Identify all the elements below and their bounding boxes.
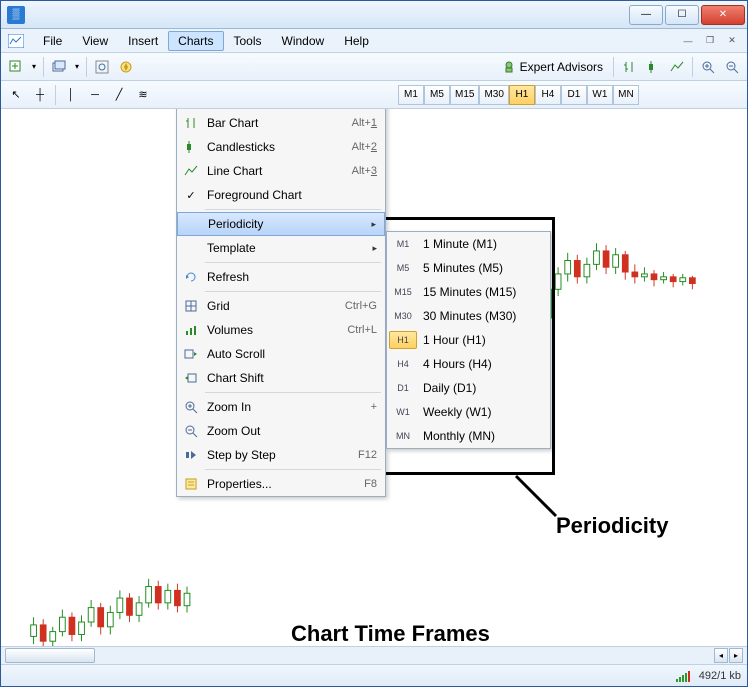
app-icon (7, 6, 25, 24)
zoom-out-button[interactable] (721, 56, 743, 78)
menu-bar-chart[interactable]: Bar ChartAlt+1 (177, 111, 385, 135)
scroll-right-button[interactable]: ▸ (729, 648, 743, 663)
periodicity-mn[interactable]: MNMonthly (MN) (387, 424, 550, 448)
callout-periodicity-label: Periodicity (556, 513, 668, 539)
menu-periodicity[interactable]: Periodicity▸ (177, 212, 385, 236)
menu-view[interactable]: View (72, 31, 118, 51)
menubar-app-icon (7, 33, 25, 49)
timeframe-h4-button[interactable]: H4 (535, 85, 561, 105)
menu-insert[interactable]: Insert (118, 31, 168, 51)
periodicity-d1[interactable]: D1Daily (D1) (387, 376, 550, 400)
periodicity-submenu: M11 Minute (M1)M55 Minutes (M5)M1515 Min… (386, 231, 551, 449)
menu-template[interactable]: Template▸ (177, 236, 385, 260)
timeframe-m1-button[interactable]: M1 (398, 85, 424, 105)
maximize-button[interactable]: ☐ (665, 5, 699, 25)
connection-bars-icon (676, 670, 693, 682)
scroll-left-button[interactable]: ◂ (714, 648, 728, 663)
toolbar-drawing: ↖ ┼ │ ─ ╱ ≋ M1M5M15M30H1H4D1W1MN (1, 81, 747, 109)
menu-chart-shift[interactable]: Chart Shift (177, 366, 385, 390)
periodicity-m5[interactable]: M55 Minutes (M5) (387, 256, 550, 280)
mdi-restore-button[interactable]: ❐ (701, 33, 719, 49)
zoom-in-button[interactable] (697, 56, 719, 78)
channel-button[interactable]: ≋ (132, 84, 154, 106)
menu-properties[interactable]: Properties...F8 (177, 472, 385, 496)
toolbar-main: ▾ ▾ Expert Advisors (1, 53, 747, 81)
menu-zoom-out[interactable]: Zoom Out (177, 419, 385, 443)
menu-volumes[interactable]: VolumesCtrl+L (177, 318, 385, 342)
periodicity-m1[interactable]: M11 Minute (M1) (387, 232, 550, 256)
menu-candlesticks[interactable]: CandlesticksAlt+2 (177, 135, 385, 159)
mdi-minimize-button[interactable]: — (679, 33, 697, 49)
menu-zoom-in[interactable]: Zoom In+ (177, 395, 385, 419)
line-chart-button[interactable] (666, 56, 688, 78)
menu-tools[interactable]: Tools (224, 31, 272, 51)
bar-chart-button[interactable] (618, 56, 640, 78)
profiles-button[interactable] (48, 56, 70, 78)
menu-step-by-step[interactable]: Step by StepF12 (177, 443, 385, 467)
charts-menu-dropdown: Indicators ListCtrl+I Objects▸ Bar Chart… (176, 109, 386, 497)
menubar: FileViewInsertChartsToolsWindowHelp — ❐ … (1, 29, 747, 53)
crosshair-button[interactable]: ┼ (29, 84, 51, 106)
navigator-button[interactable] (115, 56, 137, 78)
close-button[interactable]: ✕ (701, 5, 745, 25)
timeframe-mn-button[interactable]: MN (613, 85, 639, 105)
menu-refresh[interactable]: Refresh (177, 265, 385, 289)
titlebar: — ☐ ✕ (1, 1, 747, 29)
periodicity-m15[interactable]: M1515 Minutes (M15) (387, 280, 550, 304)
periodicity-h4[interactable]: H44 Hours (H4) (387, 352, 550, 376)
periodicity-w1[interactable]: W1Weekly (W1) (387, 400, 550, 424)
menu-grid[interactable]: GridCtrl+G (177, 294, 385, 318)
menu-foreground-chart[interactable]: ✓Foreground Chart (177, 183, 385, 207)
periodicity-m30[interactable]: M3030 Minutes (M30) (387, 304, 550, 328)
timeframe-m5-button[interactable]: M5 (424, 85, 450, 105)
menu-window[interactable]: Window (272, 31, 335, 51)
hline-button[interactable]: ─ (84, 84, 106, 106)
timeframe-d1-button[interactable]: D1 (561, 85, 587, 105)
timeframe-m15-button[interactable]: M15 (450, 85, 479, 105)
statusbar: 492/1 kb (1, 664, 747, 686)
menu-charts[interactable]: Charts (168, 31, 223, 51)
periodicity-h1[interactable]: H11 Hour (H1) (387, 328, 550, 352)
market-watch-button[interactable] (91, 56, 113, 78)
callout-chart-time-frames-label: Chart Time Frames (291, 621, 490, 646)
menu-line-chart[interactable]: Line ChartAlt+3 (177, 159, 385, 183)
timeframe-m30-button[interactable]: M30 (479, 85, 508, 105)
new-chart-dropdown[interactable]: ▾ (29, 56, 39, 78)
connection-status-label: 492/1 kb (699, 670, 741, 682)
menu-help[interactable]: Help (334, 31, 379, 51)
mdi-close-button[interactable]: ✕ (723, 33, 741, 49)
candlestick-button[interactable] (642, 56, 664, 78)
trendline-button[interactable]: ╱ (108, 84, 130, 106)
timeframe-w1-button[interactable]: W1 (587, 85, 613, 105)
profiles-dropdown[interactable]: ▾ (72, 56, 82, 78)
chart-tab[interactable] (5, 648, 95, 663)
main-window: — ☐ ✕ FileViewInsertChartsToolsWindowHel… (0, 0, 748, 687)
chart-tabs-bar: ◂ ▸ (1, 646, 747, 664)
new-chart-button[interactable] (5, 56, 27, 78)
vline-button[interactable]: │ (60, 84, 82, 106)
minimize-button[interactable]: — (629, 5, 663, 25)
expert-advisors-button[interactable]: Expert Advisors (496, 60, 609, 74)
chart-area[interactable]: Indicators ListCtrl+I Objects▸ Bar Chart… (1, 109, 747, 646)
cursor-button[interactable]: ↖ (5, 84, 27, 106)
timeframe-h1-button[interactable]: H1 (509, 85, 535, 105)
menu-file[interactable]: File (33, 31, 72, 51)
expert-advisors-label: Expert Advisors (520, 60, 603, 74)
menu-auto-scroll[interactable]: Auto Scroll (177, 342, 385, 366)
